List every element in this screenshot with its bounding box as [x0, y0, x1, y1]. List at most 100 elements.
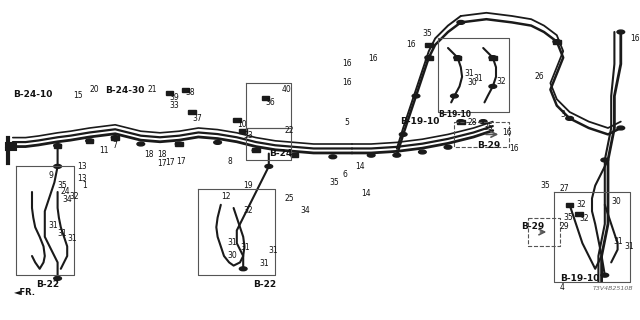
Circle shape: [419, 150, 426, 154]
Text: B-24-10: B-24-10: [13, 90, 52, 99]
Text: 35: 35: [422, 29, 432, 38]
Text: 16: 16: [342, 59, 352, 68]
Text: B-24-30: B-24-30: [106, 86, 145, 95]
Text: 34: 34: [63, 195, 72, 204]
Text: B-22: B-22: [253, 280, 276, 289]
Bar: [166, 91, 173, 95]
Circle shape: [457, 20, 465, 24]
Text: 17: 17: [165, 158, 175, 167]
Bar: [182, 88, 189, 92]
Bar: [111, 136, 119, 140]
Bar: [239, 129, 247, 133]
Bar: [291, 153, 298, 157]
Bar: [425, 56, 433, 60]
Text: 9: 9: [49, 171, 54, 180]
Text: 26: 26: [534, 72, 544, 81]
Circle shape: [265, 164, 273, 168]
Text: 18: 18: [157, 150, 166, 159]
Text: B-29: B-29: [477, 141, 500, 150]
Text: 27: 27: [560, 184, 570, 193]
Text: 24: 24: [61, 187, 70, 196]
Text: 31: 31: [624, 242, 634, 251]
Text: 22: 22: [285, 126, 294, 135]
Text: 32: 32: [496, 77, 506, 86]
Text: 20: 20: [90, 85, 99, 94]
Text: 7: 7: [112, 141, 117, 150]
Text: 18: 18: [144, 150, 154, 159]
Text: 32: 32: [243, 206, 253, 215]
Bar: [175, 142, 183, 146]
Bar: [566, 203, 573, 207]
Text: 25: 25: [285, 194, 294, 203]
Text: 31: 31: [227, 238, 237, 247]
Bar: [262, 96, 269, 100]
Text: 35: 35: [483, 123, 493, 132]
Text: 31: 31: [464, 69, 474, 78]
Text: 4: 4: [560, 283, 565, 292]
Circle shape: [393, 153, 401, 157]
Circle shape: [566, 116, 573, 120]
Text: 31: 31: [48, 221, 58, 230]
Text: 16: 16: [342, 78, 352, 87]
Text: 32: 32: [579, 214, 589, 223]
Text: 14: 14: [362, 189, 371, 198]
Circle shape: [399, 132, 407, 136]
Bar: [252, 148, 260, 152]
Text: 31: 31: [474, 74, 483, 83]
Text: 32: 32: [576, 200, 586, 209]
Text: 35: 35: [541, 181, 550, 190]
Text: 1: 1: [82, 181, 86, 190]
Bar: [188, 110, 196, 114]
Text: 3: 3: [560, 110, 565, 119]
Circle shape: [444, 145, 452, 149]
Circle shape: [86, 139, 93, 143]
Text: 38: 38: [186, 88, 195, 97]
Bar: [233, 118, 241, 122]
Text: 31: 31: [58, 229, 67, 238]
Text: 16: 16: [502, 128, 512, 137]
Text: 16: 16: [406, 40, 416, 49]
Text: 16: 16: [509, 144, 518, 153]
Bar: [86, 139, 93, 143]
Circle shape: [457, 120, 465, 124]
Bar: [575, 212, 583, 216]
Circle shape: [54, 276, 61, 280]
Bar: [54, 144, 61, 148]
Text: 37: 37: [192, 114, 202, 123]
Circle shape: [553, 40, 561, 44]
Bar: [425, 43, 433, 47]
Text: 35: 35: [563, 213, 573, 222]
Text: 13: 13: [77, 174, 86, 183]
Text: 31: 31: [259, 259, 269, 268]
Text: 31: 31: [240, 243, 250, 252]
Text: 30: 30: [611, 197, 621, 206]
Text: 6: 6: [342, 170, 348, 179]
Circle shape: [175, 142, 183, 146]
Bar: [553, 40, 561, 44]
Circle shape: [601, 273, 609, 277]
Text: B-19-10: B-19-10: [560, 274, 600, 283]
Circle shape: [617, 126, 625, 130]
Text: 32: 32: [70, 192, 79, 201]
Text: 12: 12: [221, 192, 230, 201]
Text: 36: 36: [266, 98, 275, 107]
Circle shape: [137, 142, 145, 146]
Text: T3V4B2510B: T3V4B2510B: [593, 286, 634, 292]
Circle shape: [425, 56, 433, 60]
Text: 15: 15: [74, 91, 83, 100]
Text: 35: 35: [58, 181, 67, 190]
Text: 29: 29: [560, 222, 570, 231]
Circle shape: [214, 140, 221, 144]
Circle shape: [367, 153, 375, 157]
Text: 35: 35: [330, 178, 339, 187]
Text: B-22: B-22: [36, 280, 60, 289]
Bar: [489, 56, 497, 60]
Text: 31: 31: [613, 237, 623, 246]
Text: 14: 14: [355, 162, 365, 171]
Text: 11: 11: [99, 146, 109, 155]
Text: 40: 40: [282, 85, 291, 94]
Circle shape: [239, 267, 247, 271]
Circle shape: [54, 164, 61, 168]
Text: 5: 5: [344, 118, 349, 127]
Text: 33: 33: [170, 101, 179, 110]
